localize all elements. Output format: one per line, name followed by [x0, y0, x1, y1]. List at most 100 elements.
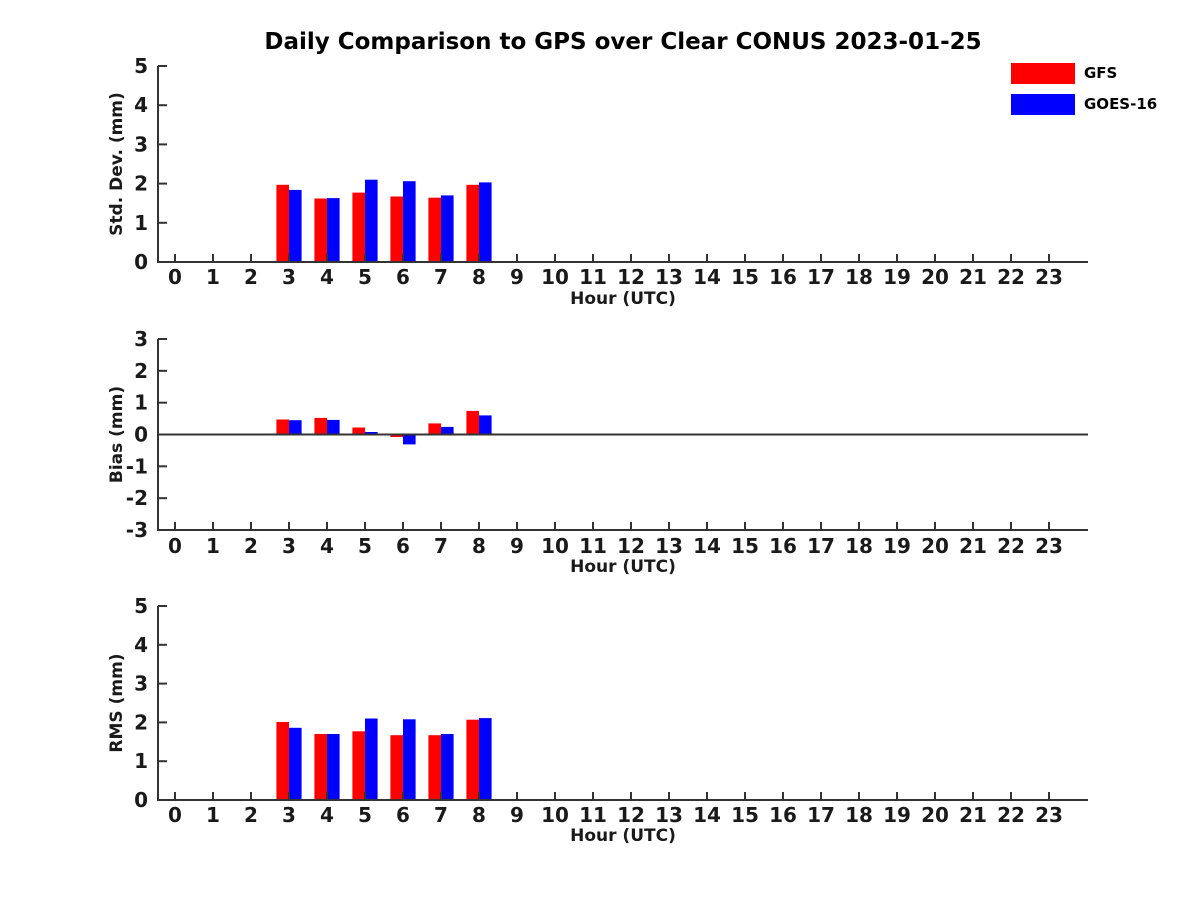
- x-tick-label: 0: [168, 265, 182, 289]
- x-tick-label: 2: [244, 265, 258, 289]
- y-axis-label: RMS (mm): [107, 653, 127, 752]
- x-tick-label: 2: [244, 803, 258, 827]
- x-tick-label: 6: [396, 534, 410, 558]
- y-axis-label: Std. Dev. (mm): [107, 92, 127, 236]
- x-tick-label: 9: [510, 265, 524, 289]
- bar-gfs-hour-7: [428, 423, 441, 435]
- x-tick-label: 18: [845, 534, 873, 558]
- legend-item-goes16: GOES-16: [1011, 93, 1157, 115]
- x-tick-label: 4: [320, 803, 334, 827]
- bar-goes-16-hour-8: [479, 415, 492, 435]
- x-tick-label: 17: [807, 534, 835, 558]
- bar-goes-16-hour-3: [289, 189, 302, 262]
- x-tick-label: 7: [434, 803, 448, 827]
- bar-gfs-hour-6: [390, 434, 403, 437]
- bar-gfs-hour-5: [352, 427, 365, 435]
- x-tick-label: 3: [282, 534, 296, 558]
- y-axis-label: Bias (mm): [107, 386, 127, 483]
- y-tick-label: 4: [134, 93, 148, 117]
- bar-goes-16-hour-6: [403, 719, 416, 800]
- legend: GFS GOES-16: [1011, 62, 1157, 115]
- x-tick-label: 8: [472, 534, 486, 558]
- x-tick-label: 10: [541, 265, 569, 289]
- bar-gfs-hour-8: [466, 719, 479, 800]
- x-tick-label: 23: [1035, 803, 1063, 827]
- bar-goes-16-hour-4: [327, 734, 340, 800]
- y-tick-label: -1: [126, 454, 148, 478]
- x-tick-label: 13: [655, 265, 683, 289]
- bar-goes-16-hour-5: [365, 432, 378, 435]
- x-tick-label: 16: [769, 265, 797, 289]
- x-axis-label: Hour (UTC): [570, 557, 676, 577]
- y-tick-label: 1: [134, 391, 148, 415]
- x-tick-label: 8: [472, 265, 486, 289]
- x-tick-label: 6: [396, 265, 410, 289]
- x-tick-label: 12: [617, 265, 645, 289]
- bar-goes-16-hour-6: [403, 434, 416, 445]
- y-tick-label: 3: [134, 672, 148, 696]
- x-tick-label: 16: [769, 534, 797, 558]
- x-tick-label: 10: [541, 534, 569, 558]
- x-tick-label: 13: [655, 534, 683, 558]
- x-tick-label: 3: [282, 803, 296, 827]
- x-tick-label: 6: [396, 803, 410, 827]
- x-tick-label: 2: [244, 534, 258, 558]
- y-tick-label: 3: [134, 132, 148, 156]
- bar-gfs-hour-6: [390, 735, 403, 800]
- y-tick-label: 2: [134, 710, 148, 734]
- x-tick-label: 20: [921, 803, 949, 827]
- x-tick-label: 11: [579, 265, 607, 289]
- x-tick-label: 4: [320, 265, 334, 289]
- x-tick-label: 9: [510, 803, 524, 827]
- bar-gfs-hour-4: [314, 417, 327, 435]
- goes16-color-swatch: [1011, 93, 1075, 115]
- y-tick-label: 4: [134, 633, 148, 657]
- gfs-color-swatch: [1011, 62, 1075, 84]
- x-tick-label: 22: [997, 803, 1025, 827]
- bar-gfs-hour-3: [276, 184, 289, 262]
- x-tick-label: 21: [959, 534, 987, 558]
- bar-gfs-hour-4: [314, 734, 327, 800]
- bar-goes-16-hour-5: [365, 179, 378, 262]
- bar-goes-16-hour-7: [441, 426, 454, 435]
- x-tick-label: 19: [883, 803, 911, 827]
- x-tick-label: 5: [358, 803, 372, 827]
- bar-gfs-hour-8: [466, 184, 479, 262]
- x-tick-label: 19: [883, 265, 911, 289]
- bar-gfs-hour-8: [466, 410, 479, 435]
- x-tick-label: 17: [807, 265, 835, 289]
- bar-goes-16-hour-8: [479, 718, 492, 800]
- x-tick-label: 12: [617, 534, 645, 558]
- bar-gfs-hour-5: [352, 192, 365, 262]
- x-tick-label: 12: [617, 803, 645, 827]
- bar-gfs-hour-5: [352, 731, 365, 800]
- bar-goes-16-hour-6: [403, 181, 416, 262]
- x-tick-label: 7: [434, 534, 448, 558]
- x-tick-label: 1: [206, 265, 220, 289]
- x-tick-label: 9: [510, 534, 524, 558]
- x-tick-label: 19: [883, 534, 911, 558]
- bar-goes-16-hour-7: [441, 734, 454, 800]
- x-tick-label: 15: [731, 265, 759, 289]
- y-tick-label: -3: [126, 518, 148, 542]
- x-tick-label: 11: [579, 803, 607, 827]
- x-tick-label: 21: [959, 803, 987, 827]
- x-axis-label: Hour (UTC): [570, 826, 676, 846]
- bar-gfs-hour-3: [276, 722, 289, 800]
- bar-goes-16-hour-4: [327, 419, 340, 435]
- x-tick-label: 17: [807, 803, 835, 827]
- x-tick-label: 0: [168, 534, 182, 558]
- x-tick-label: 14: [693, 803, 721, 827]
- y-tick-label: 5: [134, 594, 148, 618]
- x-tick-label: 20: [921, 534, 949, 558]
- x-tick-label: 21: [959, 265, 987, 289]
- y-tick-label: -2: [126, 486, 148, 510]
- x-tick-label: 23: [1035, 534, 1063, 558]
- x-tick-label: 20: [921, 265, 949, 289]
- bar-goes-16-hour-4: [327, 198, 340, 262]
- y-tick-label: 3: [134, 327, 148, 351]
- x-axis-label: Hour (UTC): [570, 289, 676, 309]
